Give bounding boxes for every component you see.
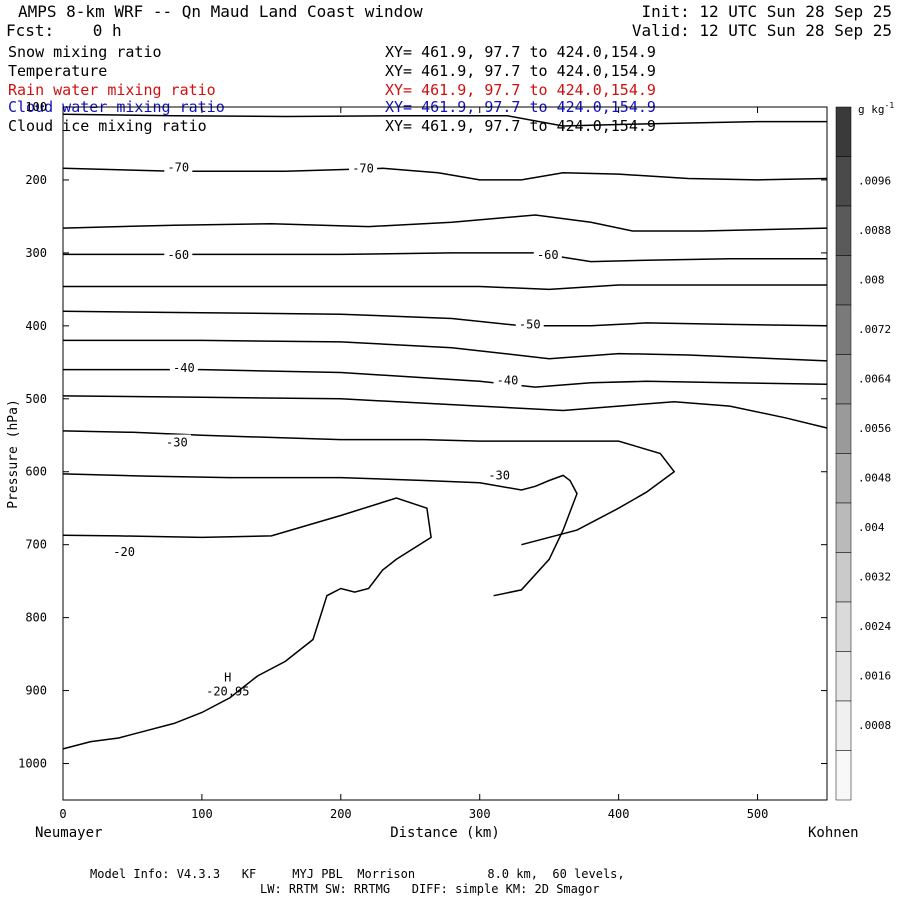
isotherm-line (62, 310, 828, 327)
colorbar-label: .0032 (858, 570, 891, 583)
colorbar-label: .0008 (858, 719, 891, 732)
valid-time: Valid: 12 UTC Sun 28 Sep 25 (631, 21, 892, 40)
field-xy-rain: XY= 461.9, 97.7 to 424.0,154.9 (385, 81, 656, 99)
colorbar-swatch (835, 700, 852, 751)
colorbar-label: .004 (858, 521, 885, 534)
isotherm-line (62, 395, 828, 429)
contour-label: -70 (167, 161, 189, 175)
colorbar-swatch (835, 354, 852, 405)
isotherm-line (63, 339, 828, 362)
y-tick-label: 100 (25, 100, 47, 114)
y-tick-label: 700 (25, 538, 47, 552)
x-tick-label: 300 (469, 807, 491, 821)
x-tick-label: 100 (191, 807, 213, 821)
contour-label-bg (533, 247, 562, 262)
field-name-snow: Snow mixing ratio (8, 43, 162, 61)
contour-label-bg (169, 360, 198, 375)
colorbar-label: .0048 (858, 471, 891, 484)
colorbar-swatch (835, 453, 852, 504)
y-tick-label: 600 (25, 465, 47, 479)
colorbar-label: .0096 (858, 174, 891, 187)
colorbar-swatch (835, 304, 852, 355)
model-info: Model Info: V4.3.3 KF MYJ PBL Morrison 8… (90, 867, 625, 881)
contour-label: -30 (166, 436, 188, 450)
contour-label-bg (515, 316, 544, 331)
y-tick-label: 400 (25, 319, 47, 333)
chart-title: AMPS 8-km WRF -- Qn Maud Land Coast wind… (18, 2, 423, 21)
colorbar-label: .0064 (858, 372, 891, 385)
x-tick-label: 200 (330, 807, 352, 821)
contour-label: -30 (488, 468, 510, 482)
contour-label-bg (493, 372, 522, 387)
colorbar-swatch (835, 552, 852, 603)
y-tick-label: 1000 (18, 757, 47, 771)
y-tick-label: 500 (25, 392, 47, 406)
contour-label: -70 (352, 161, 374, 175)
y-tick-label: 800 (25, 611, 47, 625)
field-xy-cloud-ice: XY= 461.9, 97.7 to 424.0,154.9 (385, 117, 656, 135)
y-tick-label: 900 (25, 684, 47, 698)
contour-label: -40 (497, 374, 519, 388)
field-xy-temperature: XY= 461.9, 97.7 to 424.0,154.9 (385, 62, 656, 80)
colorbar-swatch (835, 601, 852, 652)
isotherm-line (63, 368, 828, 388)
field-name-cloud-ice: Cloud ice mixing ratio (8, 117, 207, 135)
contour-label: -40 (173, 361, 195, 375)
contour-label-bg (162, 434, 191, 449)
colorbar-label: .0088 (858, 224, 891, 237)
colorbar-swatch (835, 750, 852, 801)
colorbar-label: .0072 (858, 323, 891, 336)
x-tick-label: 400 (608, 807, 630, 821)
isotherm-line (62, 497, 432, 750)
contour-label-bg (110, 543, 139, 558)
field-name-temperature: Temperature (8, 62, 108, 80)
isotherm-line (63, 284, 827, 291)
contour-label-bg (164, 159, 193, 174)
colorbar-swatch (835, 156, 852, 207)
x-tick-label: 0 (59, 807, 66, 821)
field-xy-snow: XY= 461.9, 97.7 to 424.0,154.9 (385, 43, 656, 61)
colorbar-unit: g kg-1 (858, 101, 894, 116)
colorbar-swatch (835, 255, 852, 306)
y-axis-label: Pressure (hPa) (6, 399, 21, 509)
y-tick-label: 300 (25, 246, 47, 260)
forecast-hour: Fcst: 0 h (6, 21, 122, 40)
x-tick-label: 500 (747, 807, 769, 821)
x-axis-label: Distance (km) (390, 825, 500, 841)
colorbar-label: .008 (858, 273, 885, 286)
contour-label: -50 (519, 317, 541, 331)
colorbar-swatch (835, 205, 852, 256)
model-physics: LW: RRTM SW: RRTMG DIFF: simple KM: 2D S… (260, 882, 600, 896)
isotherm-line (62, 167, 828, 181)
contour-label-bg (349, 160, 378, 175)
extremum-value: -20.95 (206, 684, 249, 698)
x-left-label: Neumayer (35, 825, 102, 841)
colorbar-swatch (835, 651, 852, 702)
extremum-marker: H (224, 670, 231, 684)
contour-label-bg (164, 247, 193, 262)
contour-label: -60 (537, 248, 559, 262)
isotherm-line (62, 430, 676, 546)
contour-label: -20 (113, 545, 135, 559)
colorbar-swatch (835, 106, 852, 157)
contour-label: -60 (167, 248, 189, 262)
colorbar-swatch (835, 502, 852, 553)
init-time: Init: 12 UTC Sun 28 Sep 25 (641, 2, 892, 21)
colorbar-swatch (835, 403, 852, 454)
y-tick-label: 200 (25, 173, 47, 187)
x-right-label: Kohnen (808, 825, 859, 841)
field-name-rain: Rain water mixing ratio (8, 81, 216, 99)
colorbar-label: .0024 (858, 620, 891, 633)
plot-frame (62, 106, 828, 801)
isotherm-line (62, 113, 827, 127)
contour-label-bg (485, 467, 514, 482)
colorbar-label: .0056 (858, 422, 891, 435)
isotherm-line (62, 214, 828, 232)
colorbar-label: .0016 (858, 669, 891, 682)
isotherm-line (62, 473, 578, 597)
